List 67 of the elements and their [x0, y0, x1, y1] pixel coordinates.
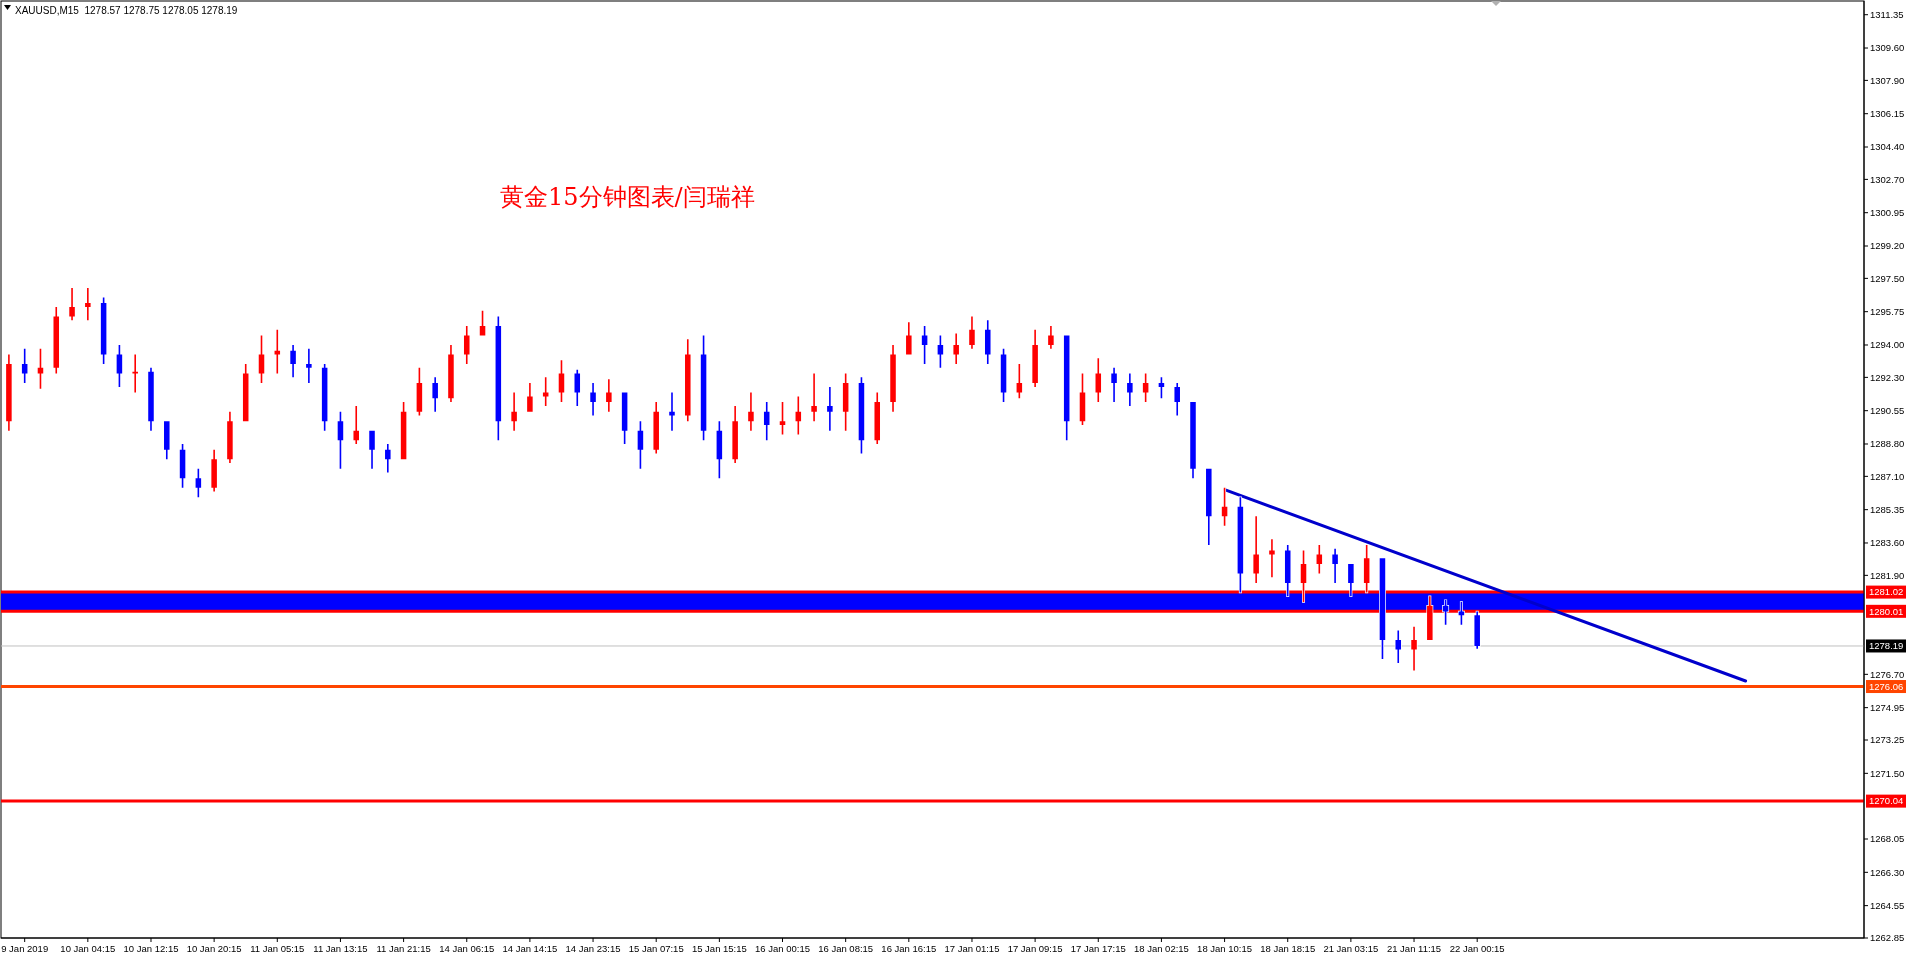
candlestick: [84, 287, 92, 321]
x-tick-label: 14 Jan 14:15: [502, 943, 558, 954]
y-tick-label: 1281.90: [1870, 569, 1905, 581]
ref-line-label: 1278.19: [1869, 640, 1904, 652]
y-tick-label: 1302.70: [1870, 173, 1905, 185]
x-tick-label: 21 Jan 11:15: [1386, 943, 1442, 954]
x-tick-label: 15 Jan 15:15: [691, 943, 747, 954]
x-tick-label: 16 Jan 16:15: [881, 943, 937, 954]
x-tick-label: 10 Jan 20:15: [186, 943, 242, 954]
y-tick-label: 1307.90: [1870, 74, 1905, 86]
y-tick-label: 1290.55: [1870, 405, 1905, 416]
y-tick-label: 1292.30: [1870, 371, 1905, 383]
x-tick-label: 11 Jan 05:15: [250, 943, 305, 954]
x-tick-label: 18 Jan 10:15: [1197, 943, 1253, 954]
y-tick-label: 1309.60: [1870, 42, 1905, 54]
candlestick: [810, 372, 818, 422]
annotation: 黄金15分钟图表/闫瑞祥: [500, 183, 755, 211]
x-tick-label: 14 Jan 23:15: [565, 943, 621, 954]
y-tick-label: 1311.35: [1870, 9, 1904, 21]
y-tick-label: 1288.80: [1870, 438, 1905, 450]
y-tick-label: 1304.40: [1870, 141, 1905, 153]
x-tick-label: 18 Jan 02:15: [1133, 943, 1189, 954]
x-tick-label: 21 Jan 03:15: [1323, 943, 1379, 954]
y-tick-label: 1262.85: [1870, 932, 1905, 944]
ref-line-label: 1270.04: [1869, 795, 1904, 807]
y-tick-label: 1299.20: [1870, 240, 1905, 252]
y-tick-label: 1274.95: [1870, 701, 1905, 713]
x-tick-label: 17 Jan 09:15: [1007, 943, 1063, 954]
candlestick: [305, 348, 313, 384]
candlestick: [273, 329, 281, 375]
y-tick-label: 1306.15: [1870, 108, 1905, 120]
x-tick-label: 16 Jan 00:15: [755, 943, 810, 954]
y-tick-label: 1268.05: [1870, 833, 1905, 845]
x-tick-label: 16 Jan 08:15: [818, 943, 874, 954]
x-tick-label: 22 Jan 00:15: [1449, 943, 1505, 954]
candlestick: [542, 376, 550, 407]
y-tick-label: 1295.75: [1870, 306, 1905, 318]
y-tick-label: 1283.60: [1870, 537, 1905, 549]
y-tick-label: 1297.50: [1870, 272, 1905, 284]
y-tick-label: 1266.30: [1870, 866, 1905, 878]
y-tick-label: 1273.25: [1870, 734, 1905, 746]
x-tick-label: 10 Jan 04:15: [60, 943, 116, 954]
y-tick-label: 1294.00: [1870, 339, 1905, 351]
x-tick-label: 15 Jan 07:15: [628, 943, 684, 954]
x-tick-label: 18 Jan 18:15: [1260, 943, 1316, 954]
candlestick: [779, 401, 786, 436]
y-tick-label: 1271.50: [1870, 767, 1905, 779]
y-tick-label: 1264.55: [1870, 899, 1905, 911]
chart-title: XAUUSD,M15 1278.57 1278.75 1278.05 1278.19: [15, 4, 238, 16]
x-tick-label: 11 Jan 13:15: [313, 943, 368, 954]
ref-line-label: 1280.01: [1869, 605, 1904, 617]
x-tick-label: 11 Jan 21:15: [376, 943, 431, 954]
ref-line-label: 1276.06: [1869, 680, 1904, 692]
candlestick: [826, 386, 834, 432]
candlestick: [1268, 538, 1276, 578]
x-tick-label: 17 Jan 17:15: [1070, 943, 1126, 954]
y-tick-label: 1300.95: [1870, 207, 1905, 219]
x-tick-label: 14 Jan 06:15: [439, 943, 495, 954]
y-tick-label: 1287.10: [1870, 470, 1905, 482]
ref-line-label: 1281.02: [1869, 586, 1904, 598]
x-tick-label: 9 Jan 2019: [1, 943, 49, 954]
y-tick-label: 1276.70: [1870, 668, 1905, 680]
y-tick-label: 1285.35: [1870, 503, 1905, 515]
candlestick: [1157, 376, 1165, 399]
x-tick-label: 10 Jan 12:15: [123, 943, 179, 954]
x-tick-label: 17 Jan 01:15: [944, 943, 1000, 954]
candlestick: [131, 353, 139, 394]
